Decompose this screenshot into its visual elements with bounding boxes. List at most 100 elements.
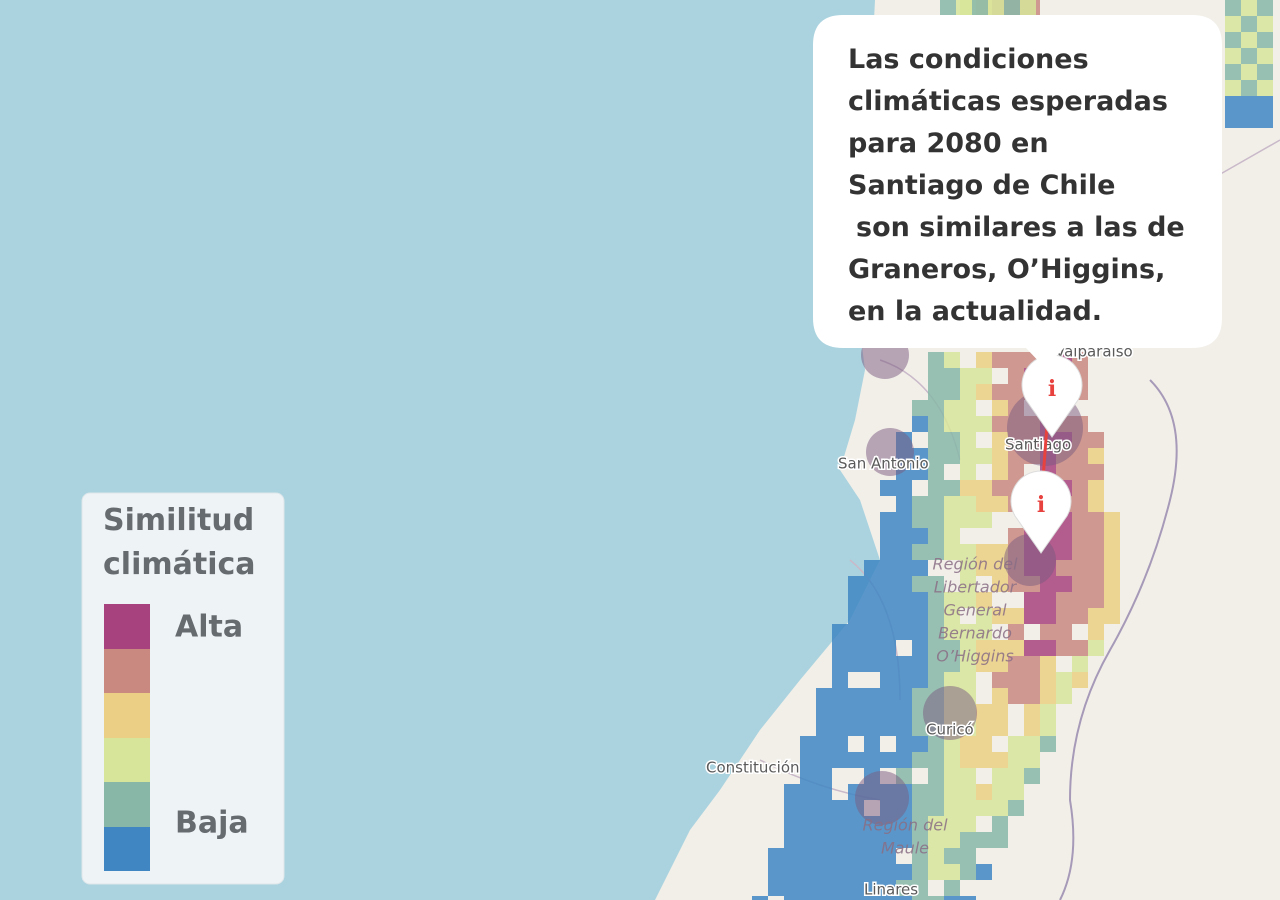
heat-cell bbox=[896, 592, 912, 608]
border bbox=[1059, 379, 1178, 900]
heat-cell bbox=[800, 752, 816, 768]
heat-cell bbox=[784, 832, 800, 848]
heat-cell bbox=[928, 544, 944, 560]
heat-cell bbox=[896, 736, 912, 752]
heat-cell bbox=[1104, 528, 1120, 544]
legend-swatch bbox=[104, 827, 150, 871]
heat-cell bbox=[880, 656, 896, 672]
heat-cell bbox=[992, 448, 1008, 464]
heat-cell bbox=[864, 880, 880, 896]
heat-cell bbox=[832, 688, 848, 704]
heat-cell bbox=[896, 608, 912, 624]
heat-cell bbox=[928, 896, 944, 900]
heat-cell bbox=[1056, 640, 1072, 656]
heat-cell bbox=[864, 752, 880, 768]
region-label-line: O’Higgins bbox=[936, 647, 1013, 666]
heat-cell bbox=[880, 672, 896, 688]
heat-cell bbox=[896, 720, 912, 736]
heat-cell bbox=[832, 880, 848, 896]
heat-cell bbox=[1257, 64, 1273, 80]
region-label: Región del Libertador General Bernardo O’Hig… bbox=[932, 555, 1018, 666]
heat-cell bbox=[944, 512, 960, 528]
map-label: Curicó bbox=[926, 721, 974, 739]
heat-cell bbox=[944, 752, 960, 768]
heat-cell bbox=[928, 608, 944, 624]
heat-cell bbox=[1056, 672, 1072, 688]
heat-cell bbox=[1104, 512, 1120, 528]
heat-cell bbox=[992, 768, 1008, 784]
heat-cell bbox=[992, 352, 1008, 368]
heat-cell bbox=[976, 736, 992, 752]
heat-cell bbox=[800, 800, 816, 816]
heat-cell bbox=[912, 832, 928, 848]
heat-cell bbox=[960, 752, 976, 768]
heat-cell bbox=[928, 656, 944, 672]
heat-cell bbox=[944, 656, 960, 672]
popup-box bbox=[813, 15, 1222, 368]
heat-cell bbox=[1225, 48, 1241, 64]
heat-cell bbox=[1008, 768, 1024, 784]
heat-cell bbox=[848, 608, 864, 624]
heat-cell bbox=[816, 816, 832, 832]
heat-cell bbox=[1241, 0, 1257, 16]
popup-line: Las condiciones bbox=[848, 44, 1089, 75]
heat-cell bbox=[928, 816, 944, 832]
heat-cell bbox=[864, 832, 880, 848]
heat-cell bbox=[912, 416, 928, 432]
heat-cell bbox=[848, 752, 864, 768]
heat-cell bbox=[944, 528, 960, 544]
heat-cell bbox=[1225, 112, 1241, 128]
heat-cell bbox=[960, 592, 976, 608]
heat-cell bbox=[912, 848, 928, 864]
heat-cell bbox=[816, 896, 832, 900]
heat-cell bbox=[944, 768, 960, 784]
heat-cell bbox=[992, 816, 1008, 832]
heat-cell bbox=[976, 752, 992, 768]
heat-cell bbox=[992, 576, 1008, 592]
heat-cell bbox=[848, 640, 864, 656]
heat-cell bbox=[880, 512, 896, 528]
heat-cell bbox=[896, 896, 912, 900]
map-label: Linares bbox=[864, 881, 918, 899]
heat-cell bbox=[800, 848, 816, 864]
heat-cell bbox=[1225, 64, 1241, 80]
heat-cell bbox=[928, 480, 944, 496]
heat-cell bbox=[1088, 608, 1104, 624]
heat-cell bbox=[992, 384, 1008, 400]
heat-cell bbox=[1072, 544, 1088, 560]
heat-cell bbox=[992, 608, 1008, 624]
heat-cell bbox=[1072, 656, 1088, 672]
heat-cell bbox=[1040, 704, 1056, 720]
heat-cell bbox=[896, 496, 912, 512]
heat-cell bbox=[992, 432, 1008, 448]
heat-cell bbox=[912, 752, 928, 768]
heat-cell bbox=[928, 448, 944, 464]
heat-cell bbox=[1088, 480, 1104, 496]
heat-cell bbox=[896, 752, 912, 768]
heat-cell bbox=[1004, 0, 1020, 16]
heat-cell bbox=[880, 544, 896, 560]
heat-cell bbox=[896, 576, 912, 592]
heat-cell bbox=[1008, 352, 1024, 368]
heat-cell bbox=[1040, 624, 1056, 640]
heat-cell bbox=[896, 816, 912, 832]
heat-cell bbox=[1056, 560, 1072, 576]
heat-cell bbox=[976, 704, 992, 720]
heat-cell bbox=[784, 896, 800, 900]
heat-cell bbox=[992, 752, 1008, 768]
heat-cell bbox=[928, 752, 944, 768]
region-label-line: Bernardo bbox=[938, 624, 1012, 643]
heat-cell bbox=[1088, 560, 1104, 576]
heat-cell bbox=[960, 368, 976, 384]
heat-cell bbox=[944, 864, 960, 880]
heat-cell bbox=[1072, 512, 1088, 528]
heat-cell bbox=[800, 816, 816, 832]
heat-cell bbox=[800, 784, 816, 800]
heat-cell bbox=[1020, 0, 1036, 16]
heat-cell bbox=[1040, 672, 1056, 688]
heat-cell bbox=[976, 832, 992, 848]
heat-cell bbox=[944, 640, 960, 656]
heat-cell bbox=[1088, 464, 1104, 480]
heat-cell bbox=[960, 480, 976, 496]
legend-swatch bbox=[104, 693, 150, 738]
